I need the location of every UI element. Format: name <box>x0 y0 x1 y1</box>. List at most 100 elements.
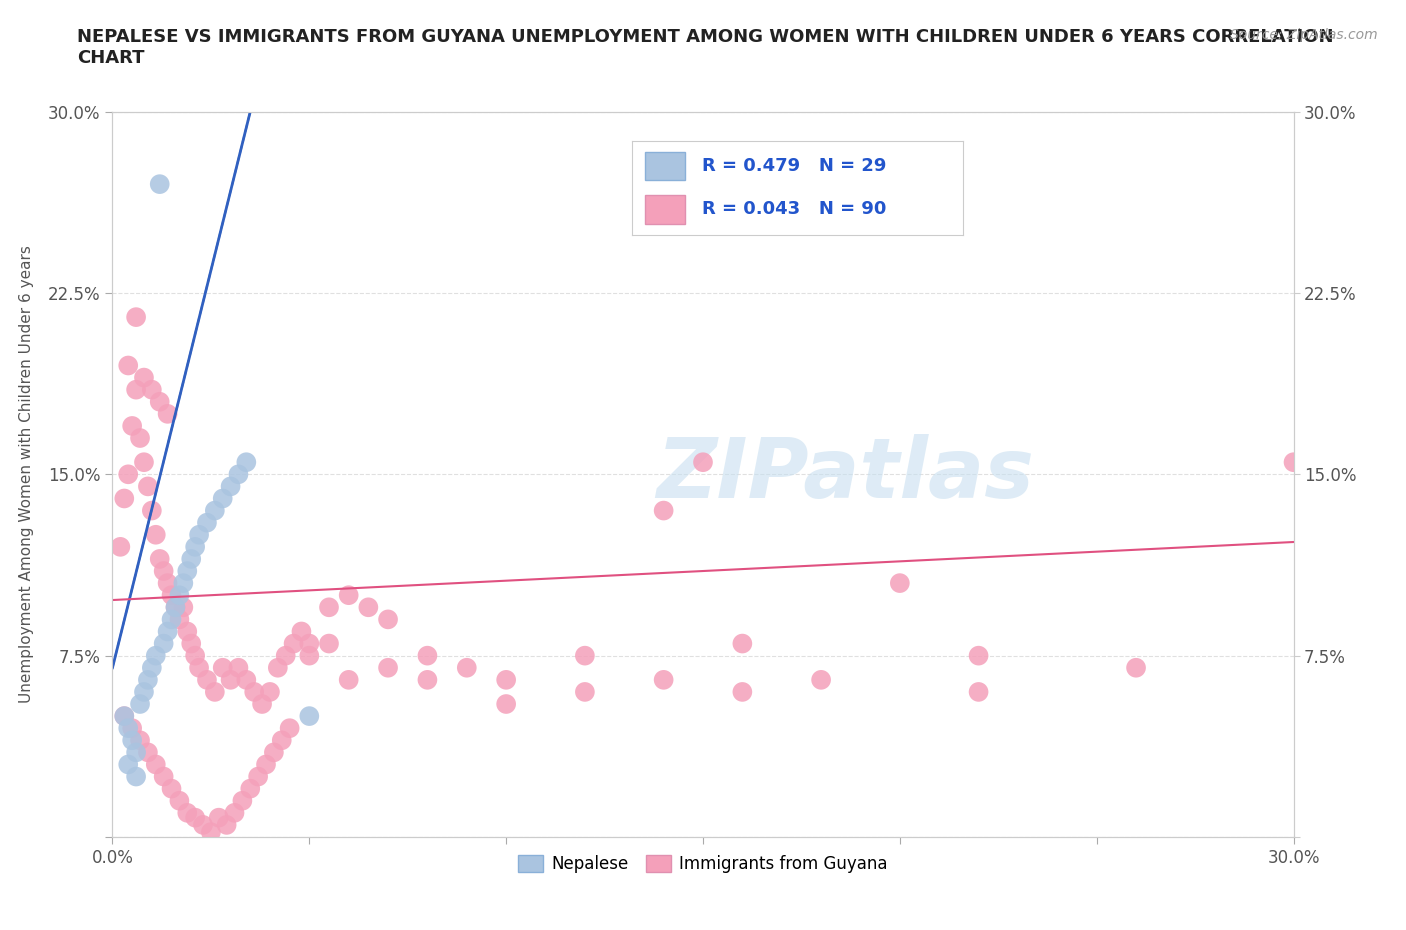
Point <box>132 684 155 699</box>
Point <box>184 810 207 825</box>
Point <box>132 370 155 385</box>
Text: NEPALESE VS IMMIGRANTS FROM GUYANA UNEMPLOYMENT AMONG WOMEN WITH CHILDREN UNDER : NEPALESE VS IMMIGRANTS FROM GUYANA UNEMP… <box>77 28 1334 67</box>
Text: Source: ZipAtlas.com: Source: ZipAtlas.com <box>1230 28 1378 42</box>
Point <box>149 394 172 409</box>
Point <box>357 600 380 615</box>
Point <box>141 382 163 397</box>
Point <box>416 648 439 663</box>
Point <box>692 455 714 470</box>
Point <box>298 709 321 724</box>
Point <box>176 564 198 578</box>
Point <box>129 697 152 711</box>
Point <box>165 600 187 615</box>
Point <box>152 769 174 784</box>
Point <box>152 636 174 651</box>
Point <box>112 709 135 724</box>
Point <box>652 503 675 518</box>
Point <box>160 781 183 796</box>
Point <box>377 660 399 675</box>
Point <box>200 825 222 840</box>
Point <box>149 551 172 566</box>
Point <box>184 648 207 663</box>
Point <box>211 660 233 675</box>
Point <box>228 467 250 482</box>
Point <box>125 382 148 397</box>
Point <box>172 576 194 591</box>
Point <box>298 636 321 651</box>
Point <box>274 648 297 663</box>
Point <box>228 660 250 675</box>
Point <box>219 479 242 494</box>
Point <box>208 810 231 825</box>
Point <box>112 709 135 724</box>
Point <box>136 745 159 760</box>
Point <box>235 672 257 687</box>
Point <box>290 624 312 639</box>
Point <box>117 358 139 373</box>
Point <box>235 455 257 470</box>
Point <box>337 588 360 603</box>
Point <box>204 503 226 518</box>
Point <box>731 636 754 651</box>
Point <box>129 733 152 748</box>
Point <box>188 527 211 542</box>
Point <box>172 600 194 615</box>
Point <box>267 660 290 675</box>
Legend: Nepalese, Immigrants from Guyana: Nepalese, Immigrants from Guyana <box>512 848 894 880</box>
Point <box>165 600 187 615</box>
Point <box>141 503 163 518</box>
Point <box>117 467 139 482</box>
Point <box>204 684 226 699</box>
Text: ZIPatlas: ZIPatlas <box>655 433 1033 515</box>
Point <box>156 624 179 639</box>
Point <box>188 660 211 675</box>
Point <box>231 793 253 808</box>
Point <box>145 648 167 663</box>
Point <box>195 515 218 530</box>
Point <box>160 588 183 603</box>
Point <box>180 636 202 651</box>
Point <box>318 636 340 651</box>
Point <box>278 721 301 736</box>
Point <box>156 406 179 421</box>
Point <box>176 805 198 820</box>
Point <box>456 660 478 675</box>
Point <box>145 527 167 542</box>
Point <box>247 769 270 784</box>
Point <box>416 672 439 687</box>
Point <box>136 672 159 687</box>
Point <box>176 624 198 639</box>
Point <box>184 539 207 554</box>
Point <box>495 672 517 687</box>
Point <box>180 551 202 566</box>
Point <box>1125 660 1147 675</box>
Point <box>160 612 183 627</box>
Point <box>263 745 285 760</box>
Point <box>211 491 233 506</box>
Point <box>967 648 990 663</box>
Point <box>152 564 174 578</box>
Point <box>224 805 246 820</box>
Point <box>121 418 143 433</box>
Point <box>132 455 155 470</box>
Point <box>219 672 242 687</box>
Point <box>810 672 832 687</box>
Point <box>136 479 159 494</box>
Point <box>145 757 167 772</box>
Point <box>254 757 277 772</box>
Point <box>125 745 148 760</box>
Point <box>156 576 179 591</box>
Point <box>215 817 238 832</box>
Point <box>652 672 675 687</box>
Point <box>889 576 911 591</box>
Point <box>191 817 214 832</box>
Point <box>243 684 266 699</box>
Point <box>149 177 172 192</box>
Point <box>141 660 163 675</box>
Point <box>125 310 148 325</box>
Point <box>574 648 596 663</box>
Point <box>129 431 152 445</box>
Point <box>169 793 191 808</box>
Point <box>967 684 990 699</box>
Point <box>195 672 218 687</box>
